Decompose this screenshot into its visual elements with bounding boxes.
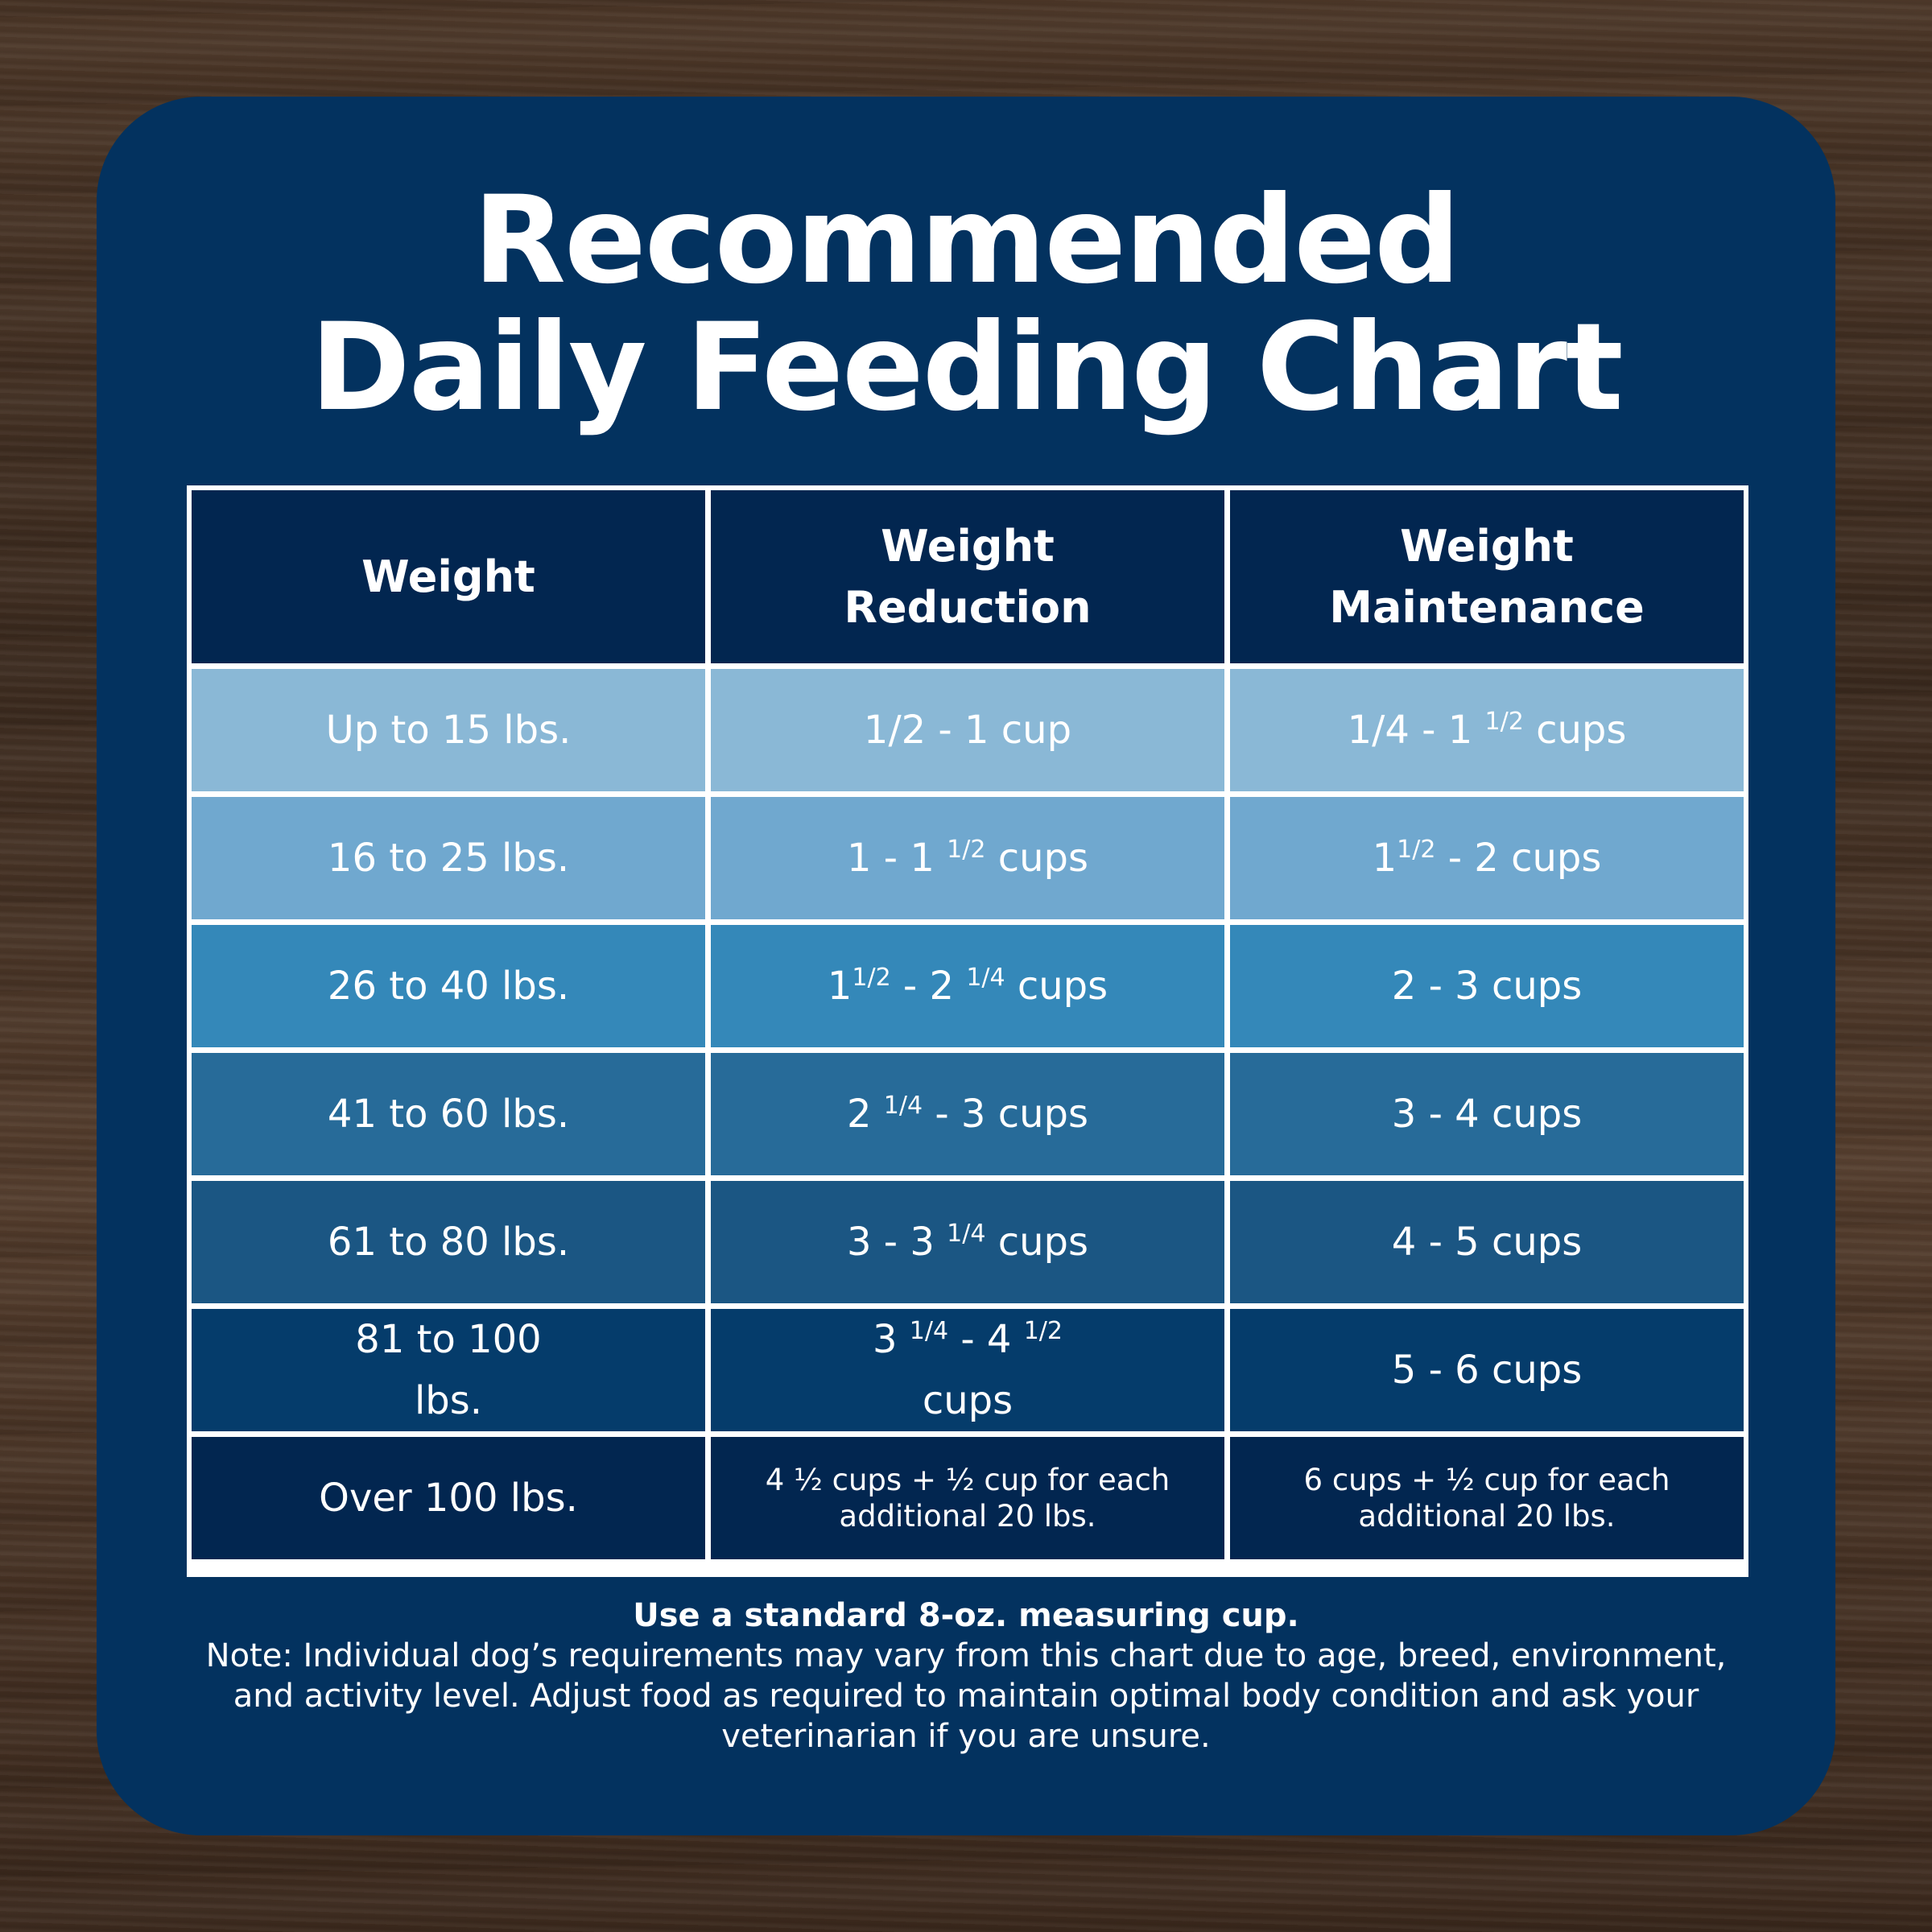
- row-6-reduction: 3 1/4 - 4 1/2 cups: [711, 1309, 1224, 1431]
- row-3-reduction-text: 1: [827, 964, 852, 1009]
- row-6-reduction-fraction-2: 1/2: [1023, 1317, 1063, 1345]
- row-6-reduction-middle: - 4: [948, 1317, 1024, 1362]
- row-3-reduction-fraction-2: 1/4: [966, 964, 1005, 992]
- row-1-maintenance-unit: cups: [1523, 708, 1627, 753]
- row-7-reduction-line-2: additional 20 lbs.: [839, 1499, 1096, 1534]
- row-4-reduction-fraction: 1/4: [883, 1092, 923, 1120]
- row-4-reduction: 2 1/4 - 3 cups: [711, 1053, 1224, 1175]
- row-1-reduction: 1/2 - 1 cup: [711, 669, 1224, 791]
- row-6-reduction-unit: cups: [922, 1378, 1013, 1423]
- row-6-weight: 81 to 100 lbs.: [192, 1309, 705, 1431]
- header-weight-reduction: Weight Reduction: [711, 490, 1224, 663]
- row-6-maintenance: 5 - 6 cups: [1230, 1309, 1744, 1431]
- row-3-reduction-fraction-1: 1/2: [852, 964, 891, 992]
- row-3-reduction-middle: - 2: [890, 964, 967, 1009]
- row-7-reduction: 4 ½ cups + ½ cup for each additional 20 …: [711, 1437, 1224, 1559]
- title-line-2: Daily Feeding Chart: [310, 298, 1623, 438]
- row-1-weight: Up to 15 lbs.: [192, 669, 705, 791]
- header-maintenance-line-2: Maintenance: [1329, 581, 1645, 633]
- row-7-maintenance: 6 cups + ½ cup for each additional 20 lb…: [1230, 1437, 1744, 1559]
- row-5-maintenance: 4 - 5 cups: [1230, 1181, 1744, 1303]
- row-4-reduction-text: 2: [847, 1092, 884, 1137]
- feeding-table: Weight Weight Reduction Weight Maintenan…: [187, 485, 1748, 1577]
- row-5-reduction-text: 3 - 3: [847, 1220, 947, 1265]
- row-2-reduction-text: 1 - 1: [847, 836, 947, 881]
- row-4-weight: 41 to 60 lbs.: [192, 1053, 705, 1175]
- row-4-reduction-unit: - 3 cups: [923, 1092, 1088, 1137]
- row-2-maintenance: 11/2 - 2 cups: [1230, 797, 1744, 919]
- footnote: Note: Individual dog’s requirements may …: [205, 1637, 1727, 1755]
- header-reduction-line-2: Reduction: [844, 581, 1092, 633]
- row-5-reduction: 3 - 3 1/4 cups: [711, 1181, 1224, 1303]
- row-1-maintenance-text: 1/4 - 1: [1347, 708, 1485, 753]
- row-7-reduction-line-1: 4 ½ cups + ½ cup for each: [765, 1463, 1170, 1497]
- row-5-weight: 61 to 80 lbs.: [192, 1181, 705, 1303]
- measuring-cup-instruction: Use a standard 8-oz. measuring cup.: [633, 1597, 1299, 1634]
- feeding-chart-card: Recommended Daily Feeding Chart Weight W…: [97, 97, 1835, 1835]
- row-6-reduction-text: 3: [873, 1317, 910, 1362]
- row-7-maintenance-line-2: additional 20 lbs.: [1358, 1499, 1616, 1534]
- row-3-weight: 26 to 40 lbs.: [192, 925, 705, 1047]
- row-6-weight-line-1: 81 to 100: [355, 1317, 542, 1362]
- row-2-maintenance-text: 1: [1372, 836, 1397, 881]
- row-5-reduction-fraction: 1/4: [947, 1220, 986, 1248]
- row-3-reduction: 11/2 - 2 1/4 cups: [711, 925, 1224, 1047]
- row-1-maintenance-fraction: 1/2: [1484, 708, 1524, 736]
- row-2-weight: 16 to 25 lbs.: [192, 797, 705, 919]
- row-7-maintenance-line-1: 6 cups + ½ cup for each: [1303, 1463, 1670, 1497]
- row-6-weight-line-2: lbs.: [414, 1378, 483, 1423]
- row-3-reduction-unit: cups: [1005, 964, 1108, 1009]
- header-reduction-line-1: Weight: [881, 520, 1055, 572]
- row-4-maintenance: 3 - 4 cups: [1230, 1053, 1744, 1175]
- header-maintenance-line-1: Weight: [1400, 520, 1574, 572]
- row-2-maintenance-fraction: 1/2: [1397, 836, 1436, 864]
- row-3-maintenance: 2 - 3 cups: [1230, 925, 1744, 1047]
- title-line-1: Recommended: [473, 171, 1461, 311]
- row-2-reduction-unit: cups: [985, 836, 1088, 881]
- header-weight: Weight: [192, 490, 705, 663]
- row-1-maintenance: 1/4 - 1 1/2 cups: [1230, 669, 1744, 791]
- row-5-reduction-unit: cups: [985, 1220, 1088, 1265]
- row-2-maintenance-unit: - 2 cups: [1435, 836, 1602, 881]
- header-weight-label: Weight: [361, 551, 535, 602]
- row-7-weight: Over 100 lbs.: [192, 1437, 705, 1559]
- row-2-reduction: 1 - 1 1/2 cups: [711, 797, 1224, 919]
- header-weight-maintenance: Weight Maintenance: [1230, 490, 1744, 663]
- page-title: Recommended Daily Feeding Chart: [97, 177, 1835, 431]
- row-6-reduction-fraction-1: 1/4: [909, 1317, 949, 1345]
- row-2-reduction-fraction: 1/2: [947, 836, 986, 864]
